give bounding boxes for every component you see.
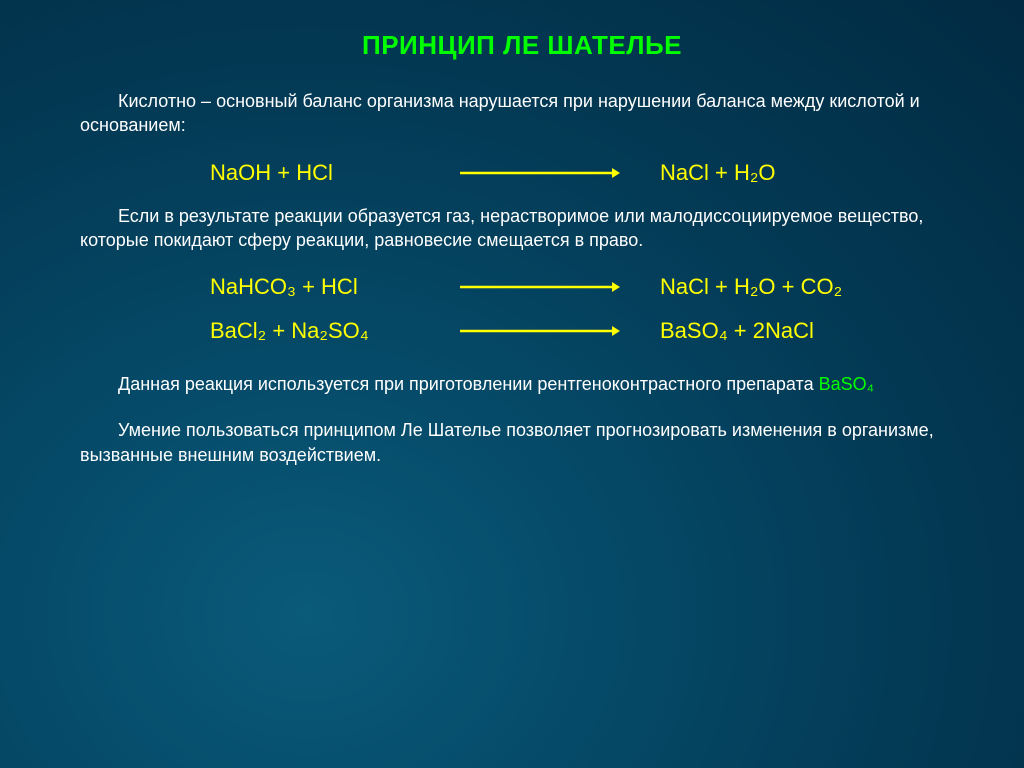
eq2-right: NaCl + H₂O + CO₂: [660, 274, 842, 300]
paragraph-1: Кислотно – основный баланс организма нар…: [80, 89, 964, 138]
equation-2: NaHCO₃ + HCl NaCl + H₂O + CO₂: [210, 274, 964, 300]
eq1-right: NaCl + H₂O: [660, 160, 776, 186]
equation-1: NaOH + HCl NaCl + H₂O: [210, 160, 964, 186]
paragraph-4: Умение пользоваться принципом Ле Шателье…: [80, 418, 964, 467]
paragraph-2: Если в результате реакции образуется газ…: [80, 204, 964, 253]
arrow-icon: [460, 324, 620, 338]
paragraph-3: Данная реакция используется при приготов…: [80, 372, 964, 396]
para3-highlight: BaSO₄: [819, 374, 874, 394]
arrow-icon: [460, 280, 620, 294]
slide-title: ПРИНЦИП ЛЕ ШАТЕЛЬЕ: [80, 30, 964, 61]
eq3-right: BaSO₄ + 2NaCl: [660, 318, 814, 344]
eq1-left: NaOH + HCl: [210, 160, 460, 186]
eq2-left: NaHCO₃ + HCl: [210, 274, 460, 300]
eq3-left: BaCl₂ + Na₂SO₄: [210, 318, 460, 344]
equation-3: BaCl₂ + Na₂SO₄ BaSO₄ + 2NaCl: [210, 318, 964, 344]
arrow-icon: [460, 166, 620, 180]
para3-pre: Данная реакция используется при приготов…: [118, 374, 819, 394]
